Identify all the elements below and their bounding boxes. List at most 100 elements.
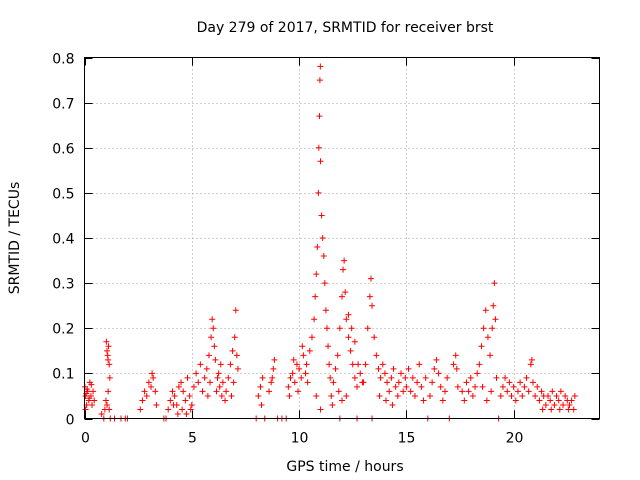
data-point (469, 392, 476, 399)
x-tick-label: 20 (506, 431, 524, 447)
data-point (312, 293, 319, 300)
data-point (313, 392, 320, 399)
data-point (188, 401, 195, 408)
data-point (105, 343, 112, 350)
data-point (179, 406, 186, 413)
x-tick-label: 5 (188, 431, 197, 447)
data-point (351, 374, 358, 381)
x-tick-label: 15 (398, 431, 416, 447)
data-point (347, 347, 354, 354)
data-point (538, 388, 545, 395)
data-point (230, 379, 237, 386)
data-point (502, 374, 509, 381)
y-tick-label: 0.8 (52, 52, 74, 68)
data-point (174, 410, 181, 417)
chart-title: Day 279 of 2017, SRMTID for receiver brs… (197, 20, 494, 36)
data-point (508, 392, 515, 399)
data-point (527, 361, 534, 368)
data-point (323, 325, 330, 332)
data-point (233, 352, 240, 359)
data-point (534, 383, 541, 390)
data-point (102, 397, 109, 404)
data-point (411, 392, 418, 399)
data-point (529, 379, 536, 386)
data-point (497, 392, 504, 399)
data-point (403, 383, 410, 390)
data-point (560, 401, 567, 408)
data-point (290, 356, 297, 363)
data-point (382, 397, 389, 404)
data-point (141, 388, 148, 395)
data-point (330, 379, 337, 386)
data-point (459, 388, 466, 395)
x-tick-label: 10 (291, 431, 309, 447)
data-point (548, 406, 555, 413)
data-point (506, 379, 513, 386)
data-marks (81, 63, 578, 422)
data-point (222, 397, 229, 404)
data-point (317, 63, 324, 70)
data-point (414, 379, 421, 386)
data-point (98, 410, 105, 417)
data-point (389, 401, 396, 408)
data-point (228, 392, 235, 399)
data-point (178, 379, 185, 386)
data-point (402, 374, 409, 381)
data-point (375, 365, 382, 372)
data-point (232, 307, 239, 314)
y-tick-label: 0.6 (52, 142, 74, 158)
data-point (303, 361, 310, 368)
data-point (490, 302, 497, 309)
data-point (371, 334, 378, 341)
data-point (373, 352, 380, 359)
data-point (360, 379, 367, 386)
data-point (170, 401, 177, 408)
data-point (286, 392, 293, 399)
data-point (216, 383, 223, 390)
data-point (478, 343, 485, 350)
data-point (328, 392, 335, 399)
data-point (416, 361, 423, 368)
data-point (316, 113, 323, 120)
data-point (480, 325, 487, 332)
data-point (512, 397, 519, 404)
data-point (207, 379, 214, 386)
y-axis-label: SRMTID / TECUs (7, 182, 23, 295)
data-point (547, 397, 554, 404)
data-point (553, 392, 560, 399)
data-point (210, 325, 217, 332)
data-point (229, 347, 236, 354)
data-point (217, 361, 224, 368)
data-point (150, 374, 157, 381)
data-point (270, 365, 277, 372)
data-point (209, 316, 216, 323)
data-point (197, 361, 204, 368)
data-point (355, 361, 362, 368)
data-point (354, 383, 361, 390)
data-point (106, 374, 113, 381)
data-point (287, 374, 294, 381)
data-point (193, 370, 200, 377)
data-point (388, 374, 395, 381)
data-point (104, 347, 111, 354)
data-point (571, 392, 578, 399)
data-point (362, 361, 369, 368)
data-point (351, 338, 358, 345)
data-point (199, 388, 206, 395)
data-point (214, 374, 221, 381)
data-point (395, 379, 402, 386)
data-point (183, 410, 190, 417)
data-point (549, 388, 556, 395)
data-point (551, 401, 558, 408)
data-point (314, 244, 321, 251)
data-point (467, 374, 474, 381)
data-point (339, 397, 345, 404)
data-point (165, 406, 172, 413)
y-tick-label: 0.4 (52, 232, 74, 248)
data-point (143, 392, 150, 399)
y-tick-label: 0.1 (52, 367, 74, 383)
data-point (300, 352, 307, 359)
data-point (186, 392, 193, 399)
data-point (532, 392, 539, 399)
data-point (153, 401, 160, 408)
